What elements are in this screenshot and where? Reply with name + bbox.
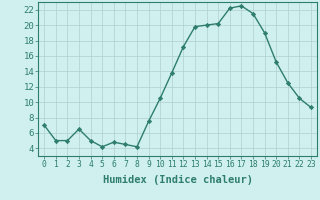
X-axis label: Humidex (Indice chaleur): Humidex (Indice chaleur) xyxy=(103,175,252,185)
